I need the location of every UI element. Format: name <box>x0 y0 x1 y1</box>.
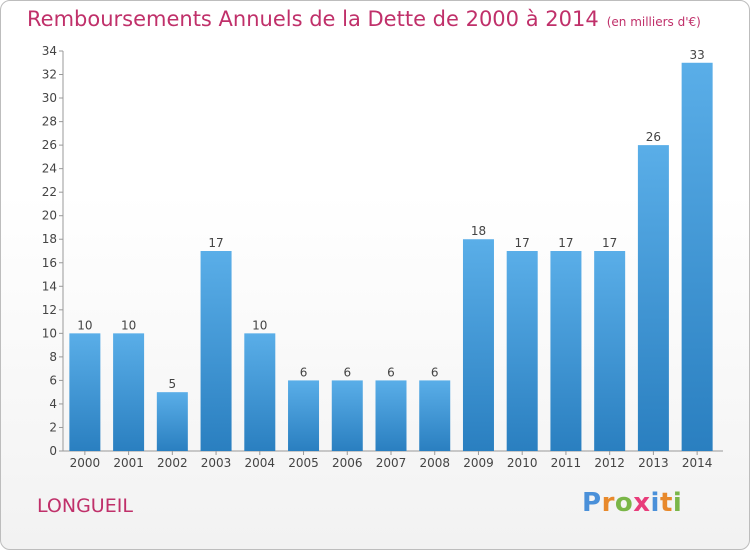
logo-letter: x <box>633 488 651 518</box>
bar-2003 <box>200 251 232 451</box>
data-label-2006: 6 <box>343 365 351 379</box>
y-tick-label: 14 <box>42 279 57 293</box>
y-tick-label: 30 <box>42 91 57 105</box>
data-label-2000: 10 <box>77 318 92 332</box>
x-tick-label: 2003 <box>201 456 232 470</box>
bar-2001 <box>113 333 145 451</box>
y-tick-label: 10 <box>42 326 57 340</box>
chart-title: Remboursements Annuels de la Dette de 20… <box>27 7 701 31</box>
y-tick-label: 28 <box>42 115 57 129</box>
logo-letter: i <box>650 488 660 518</box>
bar-2009 <box>462 239 494 451</box>
data-label-2013: 26 <box>646 130 661 144</box>
data-label-2014: 33 <box>689 48 704 62</box>
logo-letter: r <box>601 488 615 518</box>
bar-2010 <box>506 251 538 451</box>
y-tick-label: 12 <box>42 303 57 317</box>
logo-letter: i <box>672 488 683 518</box>
data-label-2008: 6 <box>431 365 439 379</box>
x-tick-label: 2009 <box>463 456 494 470</box>
y-tick-label: 20 <box>42 209 57 223</box>
y-tick-label: 22 <box>42 185 57 199</box>
data-label-2003: 17 <box>208 236 223 250</box>
bar-2014 <box>681 62 713 451</box>
x-tick-label: 2002 <box>157 456 188 470</box>
data-label-2004: 10 <box>252 318 267 332</box>
data-label-2001: 10 <box>121 318 136 332</box>
logo-letter: o <box>614 488 634 518</box>
y-tick-label: 0 <box>49 444 57 458</box>
bar-2004 <box>244 333 276 451</box>
x-tick-label: 2008 <box>419 456 450 470</box>
data-label-2002: 5 <box>169 377 177 391</box>
y-tick-label: 2 <box>49 420 57 434</box>
bar-2000 <box>69 333 101 451</box>
x-tick-label: 2005 <box>288 456 319 470</box>
y-tick-label: 32 <box>42 68 57 82</box>
logo-letter: t <box>659 488 673 518</box>
bar-2011 <box>550 251 582 451</box>
proxiti-logo: Proxiti <box>582 488 682 518</box>
y-tick-label: 18 <box>42 232 57 246</box>
bar-2006 <box>331 380 363 451</box>
y-tick-label: 16 <box>42 256 57 270</box>
x-tick-label: 2010 <box>507 456 538 470</box>
bar-2012 <box>594 251 626 451</box>
y-tick-label: 4 <box>49 397 57 411</box>
bar-2013 <box>637 145 669 451</box>
x-tick-label: 2011 <box>551 456 582 470</box>
x-tick-label: 2006 <box>332 456 363 470</box>
y-tick-label: 24 <box>42 162 57 176</box>
x-tick-label: 2001 <box>113 456 144 470</box>
x-tick-label: 2014 <box>682 456 713 470</box>
x-tick-label: 2004 <box>245 456 276 470</box>
logo-letter: P <box>582 488 602 518</box>
y-tick-label: 6 <box>49 373 57 387</box>
bar-2005 <box>288 380 320 451</box>
data-label-2007: 6 <box>387 365 395 379</box>
x-tick-label: 2012 <box>594 456 625 470</box>
y-tick-label: 8 <box>49 350 57 364</box>
bar-2002 <box>156 392 188 451</box>
title-text: Remboursements Annuels de la Dette de 20… <box>27 7 599 31</box>
data-label-2009: 18 <box>471 224 486 238</box>
bar-2008 <box>419 380 451 451</box>
data-label-2005: 6 <box>300 365 308 379</box>
bar-2007 <box>375 380 407 451</box>
data-label-2010: 17 <box>515 236 530 250</box>
unit-text: (en milliers d'€) <box>606 15 701 29</box>
x-tick-label: 2013 <box>638 456 669 470</box>
x-tick-label: 2000 <box>70 456 101 470</box>
x-tick-label: 2007 <box>376 456 407 470</box>
x-axis: 2000 2001 2002 2003 2004 2005 2006 2007 2008 2009… <box>63 450 723 470</box>
y-tick-label: 34 <box>42 44 57 58</box>
y-tick-label: 26 <box>42 138 57 152</box>
bars-group: 10 10 5 17 10 6 6 6 6 18 17 17 17 26 33 <box>69 48 713 451</box>
data-label-2011: 17 <box>558 236 573 250</box>
city-name: LONGUEIL <box>37 495 133 517</box>
data-label-2012: 17 <box>602 236 617 250</box>
